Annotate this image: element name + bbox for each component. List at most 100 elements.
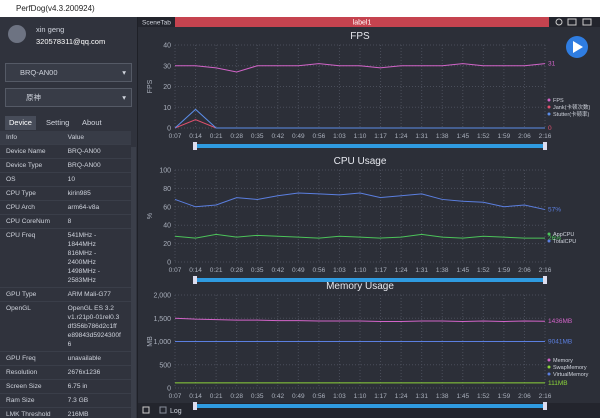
table-header: Info Value: [0, 131, 131, 145]
x-tick-label: 1:52: [477, 393, 490, 400]
x-tick-label: 2:16: [539, 393, 552, 400]
info-cell: OpenGL: [6, 305, 31, 312]
table-row: CPU Arch arm64-v8a: [0, 201, 131, 215]
legend-marker: [547, 105, 551, 109]
x-tick-label: 1:24: [395, 267, 408, 274]
y-axis-label: FPS: [147, 79, 154, 93]
x-tick-label: 1:17: [374, 133, 387, 140]
x-tick-label: 0:49: [292, 133, 305, 140]
x-tick-label: 0:21: [210, 267, 223, 274]
x-tick-label: 0:07: [169, 267, 182, 274]
x-tick-label: 1:38: [436, 393, 449, 400]
x-tick-label: 0:21: [210, 133, 223, 140]
current-value: 31: [548, 61, 556, 68]
info-cell: Device Name: [6, 148, 46, 155]
folder-icon[interactable]: [567, 18, 577, 26]
y-tick-label: 40: [163, 223, 171, 230]
info-cell: GPU Freq: [6, 355, 36, 362]
current-value: 111MB: [548, 380, 568, 387]
title-bar: PerfDog(v4.3.200924): [0, 0, 600, 17]
x-tick-label: 1:10: [354, 267, 367, 274]
x-tick-label: 0:35: [251, 267, 264, 274]
x-tick-label: 0:42: [271, 267, 284, 274]
scroll-handle: [193, 142, 197, 150]
x-tick-label: 1:45: [456, 133, 469, 140]
x-tick-label: 0:28: [230, 133, 243, 140]
x-tick-label: 1:31: [415, 393, 428, 400]
value-cell: arm64-v8a: [67, 204, 100, 211]
table-row: Ram Size 7.3 GB: [0, 394, 131, 408]
legend-marker: [547, 239, 551, 243]
value-cell: 2676x1236: [67, 369, 101, 376]
x-tick-label: 0:56: [313, 133, 326, 140]
y-tick-label: 2,000: [153, 293, 171, 300]
y-tick-label: 80: [163, 186, 171, 193]
current-value: 26%: [548, 235, 561, 242]
arrow: ▾: [122, 93, 126, 102]
y-tick-label: 20: [163, 241, 171, 248]
x-tick-label: 0:56: [313, 393, 326, 400]
log-checkbox[interactable]: [159, 406, 167, 414]
value-cell: 7.3 GB: [67, 397, 89, 404]
legend-marker: [547, 232, 551, 236]
legend-marker: [547, 365, 551, 369]
x-tick-label: 1:17: [374, 267, 387, 274]
info-cell: Resolution: [6, 369, 38, 376]
y-tick-label: 1,500: [153, 316, 171, 323]
x-tick-label: 1:24: [395, 393, 408, 400]
x-tick-label: 1:31: [415, 133, 428, 140]
arrow: ▾: [122, 68, 126, 77]
info-cell: Screen Size: [6, 383, 42, 390]
x-tick-label: 1:03: [333, 393, 346, 400]
app-dropdown[interactable]: 原神 ▾: [5, 88, 132, 107]
tab[interactable]: About: [82, 118, 102, 127]
x-tick-label: 0:14: [189, 393, 202, 400]
x-tick-label: 1:03: [333, 267, 346, 274]
x-tick-label: 1:31: [415, 267, 428, 274]
x-tick-label: 0:42: [271, 133, 284, 140]
legend-marker: [547, 98, 551, 102]
x-tick-label: 0:35: [251, 133, 264, 140]
location-icon[interactable]: [555, 18, 563, 26]
info-table: Info Value Device Name BRQ-AN00 Device Type…: [0, 131, 131, 418]
legend-entry: Stutter(卡顿率): [553, 110, 590, 118]
y-tick-label: 500: [159, 362, 171, 369]
value-cell: unavailable: [67, 355, 102, 362]
save-icon[interactable]: [582, 18, 592, 26]
tab[interactable]: Setting: [46, 118, 70, 127]
value-cell: BRQ-AN00: [67, 148, 101, 155]
x-tick-label: 2:06: [518, 133, 531, 140]
header-cell: Info: [6, 134, 17, 141]
x-tick-label: 1:38: [436, 133, 449, 140]
y-tick-label: 10: [163, 105, 171, 112]
scrollbar[interactable]: [131, 147, 136, 418]
x-tick-label: 1:10: [354, 393, 367, 400]
label-bar[interactable]: [175, 17, 549, 27]
scroll-handle: [543, 402, 547, 410]
avatar[interactable]: [8, 25, 26, 43]
value-cell: 10: [67, 176, 75, 183]
scroll-handle: [193, 276, 197, 284]
device-dropdown[interactable]: BRQ-AN00 ▾: [5, 63, 132, 82]
collapse-button[interactable]: [142, 406, 150, 414]
table-row: Screen Size 6.75 in: [0, 380, 131, 394]
y-tick-label: 30: [163, 63, 171, 70]
x-tick-label: 0:56: [313, 267, 326, 274]
x-tick-label: 0:14: [189, 267, 202, 274]
y-axis-label: %: [147, 213, 154, 219]
x-tick-label: 1:52: [477, 267, 490, 274]
header-cell: Value: [67, 134, 85, 141]
legend-entry: SwapMemory: [553, 365, 587, 371]
scene-tab[interactable]: SceneTab: [142, 20, 171, 27]
chart-title: Memory Usage: [326, 281, 394, 292]
tab[interactable]: Device: [5, 116, 36, 130]
table-row: Device Name BRQ-AN00: [0, 145, 131, 159]
time-scrollbar: [195, 144, 545, 148]
legend-entry: Jank(卡顿次数): [553, 103, 590, 111]
time-scrollbar: [195, 278, 545, 282]
y-tick-label: 1,000: [153, 339, 171, 346]
legend-marker: [547, 372, 551, 376]
x-tick-label: 1:52: [477, 133, 490, 140]
